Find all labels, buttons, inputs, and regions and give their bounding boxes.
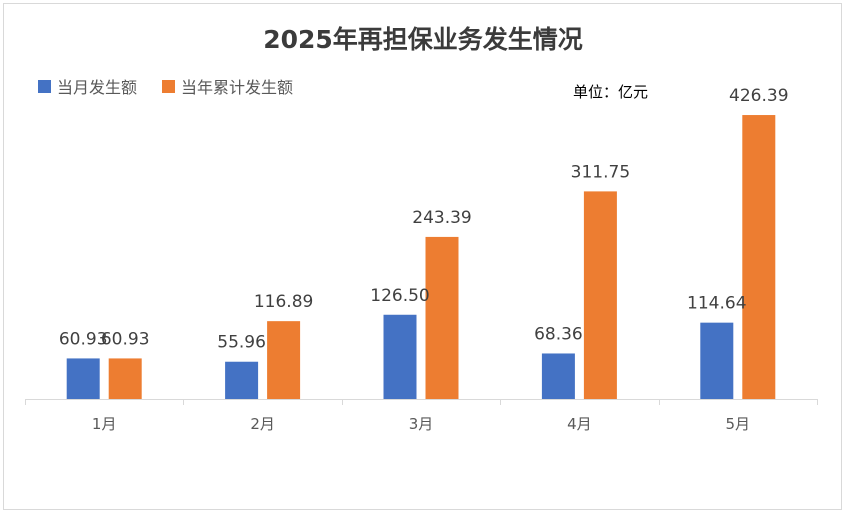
bar-cumulative-2: [267, 321, 301, 399]
bar-cumulative-1: [108, 358, 142, 399]
value-label-cumulative-5: 426.39: [729, 86, 788, 106]
x-axis-ticks: [25, 399, 818, 405]
x-tick-label-1: 1月: [92, 415, 117, 433]
value-label-cumulative-2: 116.89: [254, 292, 313, 312]
value-label-monthly-3: 126.50: [370, 286, 429, 306]
bars-group: [66, 115, 776, 399]
bar-monthly-5: [700, 322, 734, 399]
legend-swatch-cumulative: [162, 80, 175, 93]
bar-monthly-1: [66, 358, 100, 399]
legend: 当月发生额 当年累计发生额: [38, 78, 293, 97]
value-label-cumulative-1: 60.93: [101, 329, 150, 349]
bar-monthly-3: [383, 314, 417, 399]
chart-frame: [3, 3, 842, 510]
value-label-monthly-2: 55.96: [217, 333, 266, 353]
legend-label-cumulative: 当年累计发生额: [181, 78, 293, 97]
value-label-monthly-5: 114.64: [687, 294, 746, 314]
legend-swatch-monthly: [38, 80, 51, 93]
bar-monthly-2: [225, 361, 259, 399]
x-tick-label-4: 4月: [567, 415, 592, 433]
x-tick-label-3: 3月: [409, 415, 434, 433]
x-axis-tick-labels: 1月 2月 3月 4月 5月: [92, 415, 750, 433]
chart-title: 2025年再担保业务发生情况: [263, 25, 583, 54]
value-label-cumulative-4: 311.75: [571, 162, 630, 182]
bar-cumulative-4: [583, 191, 617, 399]
unit-label: 单位：亿元: [573, 83, 648, 101]
x-tick-label-2: 2月: [250, 415, 275, 433]
value-label-monthly-1: 60.93: [59, 329, 108, 349]
legend-label-monthly: 当月发生额: [57, 78, 137, 97]
x-tick-label-5: 5月: [726, 415, 751, 433]
bar-cumulative-3: [425, 236, 459, 399]
value-label-cumulative-3: 243.39: [412, 208, 471, 228]
bar-monthly-4: [541, 353, 575, 399]
bar-cumulative-5: [742, 115, 776, 399]
value-label-monthly-4: 68.36: [534, 324, 583, 344]
